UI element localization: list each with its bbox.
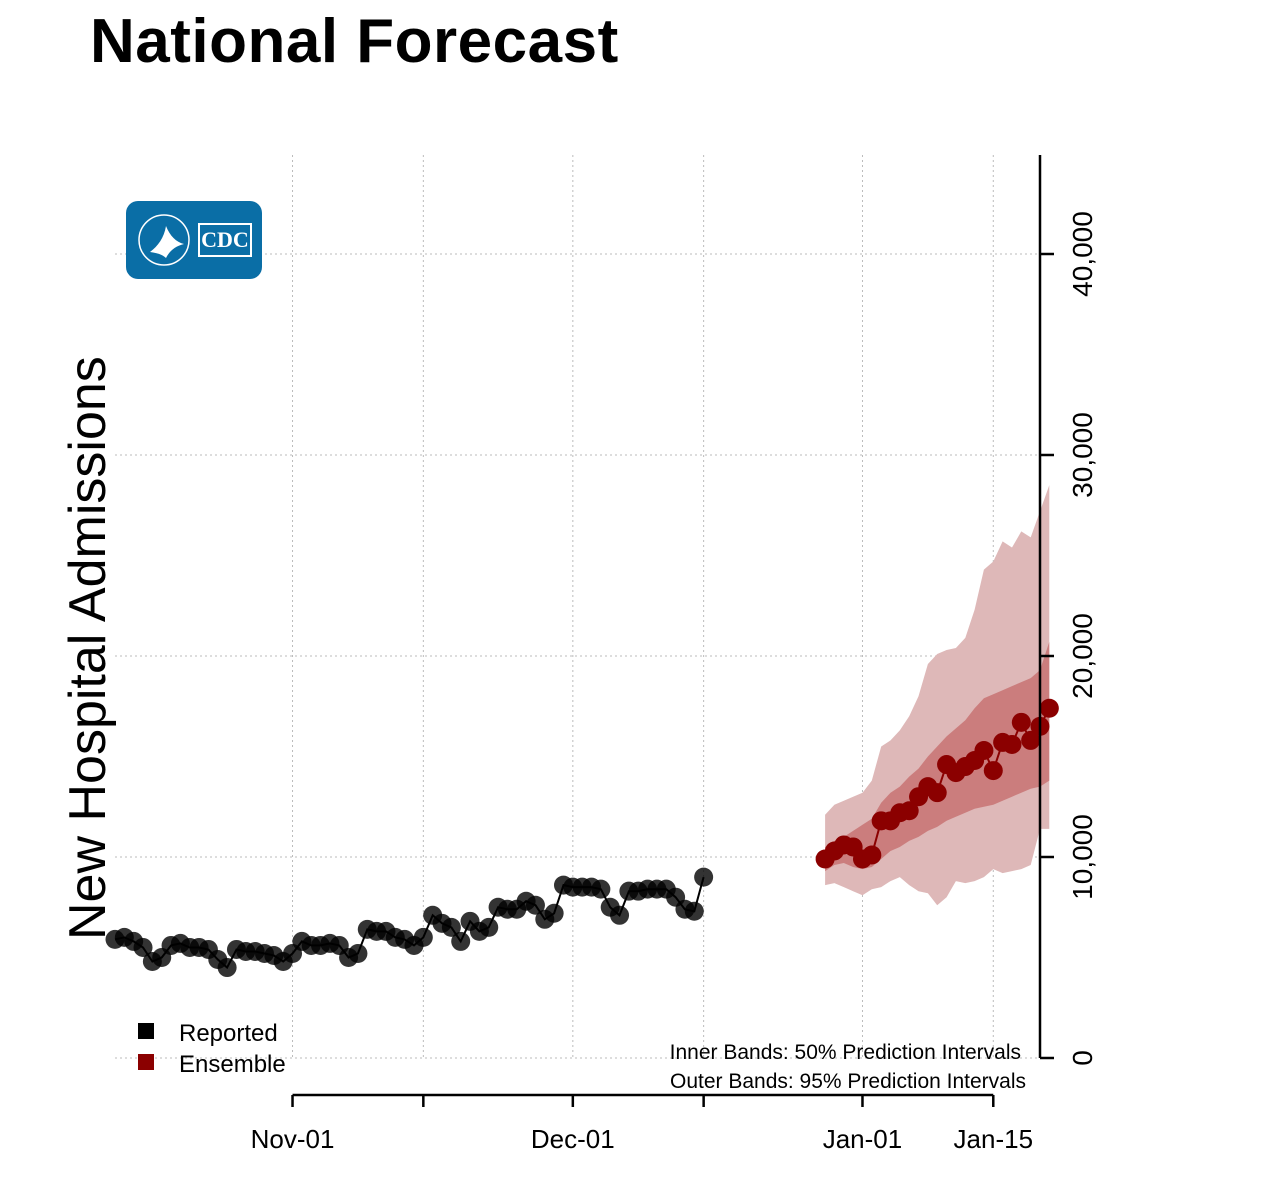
outer-bands-note: Outer Bands: 95% Prediction Intervals (670, 1070, 1026, 1093)
y-tick-label: 40,000 (1067, 211, 1098, 297)
grid (115, 155, 1040, 1059)
cdc-logo-box (198, 223, 252, 257)
x-tick-label: Nov-01 (251, 1124, 335, 1154)
page-title: National Forecast (90, 7, 619, 76)
ensemble-point (983, 761, 1003, 781)
legend-label-reported: Reported (179, 1020, 278, 1047)
cdc-logo-background (126, 201, 262, 279)
reported-point (525, 895, 545, 915)
y-tick-label: 10,000 (1067, 814, 1098, 900)
reported-point (591, 879, 611, 899)
x-tick-label: Jan-01 (823, 1124, 903, 1154)
reported-point (694, 867, 714, 887)
x-tick-label: Jan-15 (954, 1124, 1034, 1154)
legend-swatch-reported (138, 1023, 154, 1039)
reported-point (217, 958, 237, 978)
hhs-eagle-icon (150, 226, 184, 258)
reported-point (610, 905, 630, 925)
ensemble-point (1021, 730, 1041, 750)
reported-point (133, 937, 153, 957)
legend-label-ensemble: Ensemble (179, 1051, 286, 1078)
x-tick-label: Dec-01 (531, 1124, 615, 1154)
legend-swatch-ensemble (138, 1054, 154, 1070)
ensemble-point (927, 783, 947, 803)
legend: Reported Ensemble (138, 1020, 286, 1078)
y-tick-label: 20,000 (1067, 613, 1098, 699)
ensemble-point (1002, 734, 1022, 754)
reported-point (684, 901, 704, 921)
ensemble-point (899, 801, 919, 821)
y-axis-title: New Hospital Admissions (59, 356, 117, 940)
axes: 0 10,000 20,000 30,000 40,000 Nov-01 Dec-01 Jan… (251, 155, 1098, 1154)
reported-point (441, 917, 461, 937)
y-tick-label: 0 (1067, 1050, 1098, 1066)
cdc-logo-text: CDC (201, 227, 249, 252)
ensemble-point (1011, 712, 1031, 732)
hhs-seal-icon (138, 214, 190, 266)
ensemble-point (974, 740, 994, 760)
reported-point (413, 927, 433, 947)
inner-bands-note: Inner Bands: 50% Prediction Intervals (670, 1041, 1021, 1064)
series-layer (105, 698, 1059, 978)
reported-point (348, 943, 368, 963)
ensemble-point (1039, 698, 1059, 718)
reported-point (544, 903, 564, 923)
ensemble-point (862, 845, 882, 865)
reported-point (479, 917, 499, 937)
y-tick-label: 30,000 (1067, 412, 1098, 498)
cdc-logo: CDC (126, 201, 262, 279)
reported-point (451, 931, 471, 951)
